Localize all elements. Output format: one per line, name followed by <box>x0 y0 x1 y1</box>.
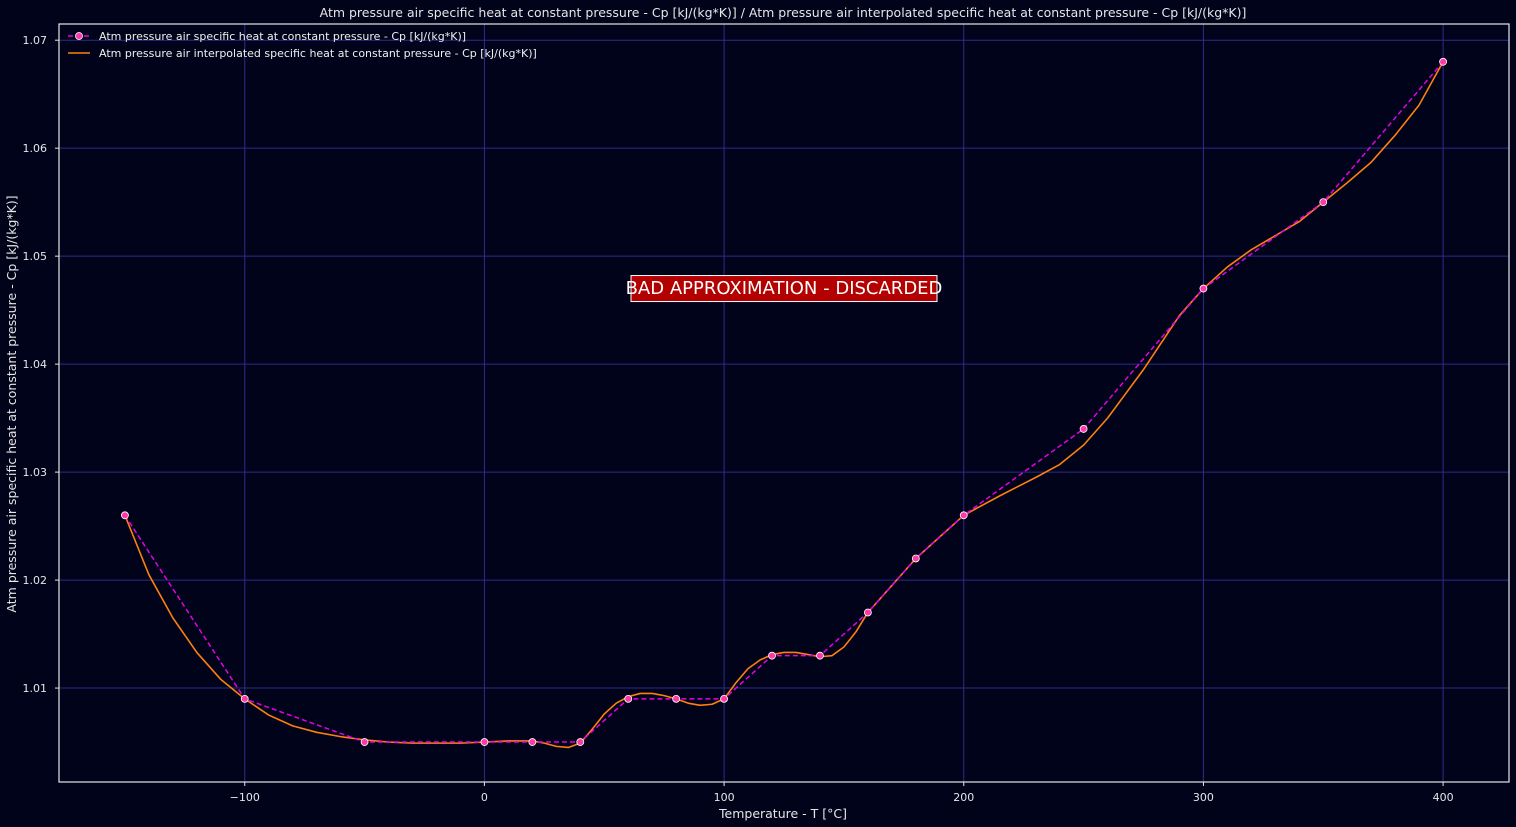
plot-frame <box>58 23 1510 783</box>
legend-marker-measured <box>75 32 83 40</box>
legend: Atm pressure air specific heat at consta… <box>68 30 537 60</box>
y-tick-label: 1.01 <box>23 682 48 695</box>
x-tick-label: 400 <box>1433 791 1454 804</box>
data-point-measured <box>360 738 369 746</box>
x-tick-label: 300 <box>1193 791 1214 804</box>
data-point-measured <box>1319 198 1328 207</box>
data-point-measured <box>911 554 920 563</box>
y-tick-label: 1.07 <box>23 34 48 47</box>
data-point-measured <box>1199 284 1208 293</box>
y-tick-label: 1.06 <box>23 142 48 155</box>
y-tick-label: 1.04 <box>23 358 48 371</box>
data-point-measured <box>1079 425 1088 433</box>
data-point-measured <box>240 694 249 703</box>
data-point-measured <box>863 608 872 617</box>
plot-area <box>121 57 1447 749</box>
data-point-measured <box>959 511 968 520</box>
data-point-measured <box>624 694 633 703</box>
y-tick-label: 1.05 <box>23 250 48 263</box>
x-tick-label: 200 <box>953 791 974 804</box>
grid-lines <box>59 24 1509 782</box>
y-tick-label: 1.02 <box>23 574 48 587</box>
data-point-measured <box>816 651 824 660</box>
series-line-measured <box>124 61 1444 743</box>
data-point-measured <box>480 738 489 746</box>
data-point-measured <box>576 738 585 746</box>
legend-label-interpolated: Atm pressure air interpolated specific h… <box>99 47 537 60</box>
data-point-measured <box>768 651 776 660</box>
data-point-measured <box>1439 57 1447 66</box>
tick-labels: −100 0 100 200 300 400 1.01 1.02 1.03 1.04 1.05 1.0… <box>23 34 1454 804</box>
annotation-background <box>630 275 938 303</box>
y-tick-label: 1.03 <box>23 466 48 479</box>
annotation-text: BAD APPROXIMATION - DISCARDED <box>626 278 943 299</box>
x-tick-label: 0 <box>481 791 488 804</box>
x-tick-label: 100 <box>714 791 735 804</box>
x-tick-label: −100 <box>230 791 260 804</box>
annotation-box: BAD APPROXIMATION - DISCARDED <box>626 275 943 303</box>
data-point-measured <box>672 694 681 703</box>
data-point-measured <box>720 694 728 703</box>
legend-label-measured: Atm pressure air specific heat at consta… <box>99 30 466 43</box>
x-axis-label: Temperature - T [°C] <box>718 806 847 821</box>
chart-title: Atm pressure air specific heat at consta… <box>320 5 1247 20</box>
data-point-measured <box>121 511 129 520</box>
data-point-measured <box>528 738 537 746</box>
y-axis-label: Atm pressure air specific heat at consta… <box>4 195 19 612</box>
